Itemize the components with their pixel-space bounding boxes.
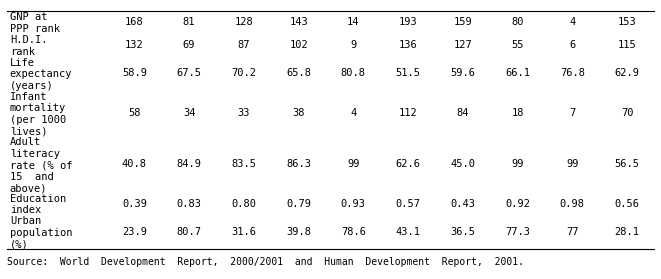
Text: 0.83: 0.83 — [176, 199, 202, 209]
Text: H.D.I.
rank: H.D.I. rank — [10, 35, 48, 57]
Text: 143: 143 — [290, 17, 308, 27]
Text: 43.1: 43.1 — [395, 227, 420, 237]
Text: GNP at
PPP rank: GNP at PPP rank — [10, 12, 60, 34]
Text: 102: 102 — [290, 40, 308, 50]
Text: 80.8: 80.8 — [341, 68, 366, 78]
Text: 84: 84 — [457, 108, 469, 118]
Text: 76.8: 76.8 — [560, 68, 585, 78]
Text: 28.1: 28.1 — [615, 227, 640, 237]
Text: 4: 4 — [569, 17, 576, 27]
Text: 36.5: 36.5 — [450, 227, 475, 237]
Text: 99: 99 — [347, 159, 360, 169]
Text: 84.9: 84.9 — [176, 159, 202, 169]
Text: Life
expectancy
(years): Life expectancy (years) — [10, 58, 72, 91]
Text: 193: 193 — [399, 17, 418, 27]
Text: 23.9: 23.9 — [122, 227, 147, 237]
Text: 128: 128 — [235, 17, 253, 27]
Text: 83.5: 83.5 — [231, 159, 256, 169]
Text: 153: 153 — [617, 17, 637, 27]
Text: 70.2: 70.2 — [231, 68, 256, 78]
Text: 86.3: 86.3 — [286, 159, 311, 169]
Text: 0.56: 0.56 — [615, 199, 640, 209]
Text: 99: 99 — [566, 159, 578, 169]
Text: 31.6: 31.6 — [231, 227, 256, 237]
Text: 7: 7 — [569, 108, 576, 118]
Text: 40.8: 40.8 — [122, 159, 147, 169]
Text: 51.5: 51.5 — [395, 68, 420, 78]
Text: 127: 127 — [453, 40, 472, 50]
Text: 33: 33 — [237, 108, 250, 118]
Text: 39.8: 39.8 — [286, 227, 311, 237]
Text: 132: 132 — [125, 40, 143, 50]
Text: 62.6: 62.6 — [395, 159, 420, 169]
Text: 65.8: 65.8 — [286, 68, 311, 78]
Text: Infant
mortality
(per 1000
lives): Infant mortality (per 1000 lives) — [10, 92, 66, 136]
Text: 80: 80 — [512, 17, 524, 27]
Text: 55: 55 — [512, 40, 524, 50]
Text: 0.92: 0.92 — [505, 199, 530, 209]
Text: 34: 34 — [183, 108, 196, 118]
Text: 80.7: 80.7 — [176, 227, 202, 237]
Text: 115: 115 — [617, 40, 637, 50]
Text: 77: 77 — [566, 227, 578, 237]
Text: Urban
population
(%): Urban population (%) — [10, 216, 72, 249]
Text: 0.98: 0.98 — [560, 199, 585, 209]
Text: 58.9: 58.9 — [122, 68, 147, 78]
Text: 77.3: 77.3 — [505, 227, 530, 237]
Text: 0.79: 0.79 — [286, 199, 311, 209]
Text: Education
index: Education index — [10, 194, 66, 215]
Text: 168: 168 — [125, 17, 143, 27]
Text: 0.43: 0.43 — [450, 199, 475, 209]
Text: 18: 18 — [512, 108, 524, 118]
Text: 6: 6 — [569, 40, 576, 50]
Text: Adult
literacy
rate (% of
15  and
above): Adult literacy rate (% of 15 and above) — [10, 137, 72, 193]
Text: 78.6: 78.6 — [341, 227, 366, 237]
Text: 58: 58 — [128, 108, 141, 118]
Text: 159: 159 — [453, 17, 472, 27]
Text: 112: 112 — [399, 108, 418, 118]
Text: 0.39: 0.39 — [122, 199, 147, 209]
Text: 0.80: 0.80 — [231, 199, 256, 209]
Text: 14: 14 — [347, 17, 360, 27]
Text: 66.1: 66.1 — [505, 68, 530, 78]
Text: 38: 38 — [292, 108, 305, 118]
Text: 4: 4 — [350, 108, 356, 118]
Text: 0.93: 0.93 — [341, 199, 366, 209]
Text: 99: 99 — [512, 159, 524, 169]
Text: 81: 81 — [183, 17, 196, 27]
Text: 87: 87 — [237, 40, 250, 50]
Text: 59.6: 59.6 — [450, 68, 475, 78]
Text: 67.5: 67.5 — [176, 68, 202, 78]
Text: 136: 136 — [399, 40, 418, 50]
Text: 62.9: 62.9 — [615, 68, 640, 78]
Text: 56.5: 56.5 — [615, 159, 640, 169]
Text: 0.57: 0.57 — [395, 199, 420, 209]
Text: 69: 69 — [183, 40, 196, 50]
Text: 9: 9 — [350, 40, 356, 50]
Text: 45.0: 45.0 — [450, 159, 475, 169]
Text: 70: 70 — [621, 108, 633, 118]
Text: Source:  World  Development  Report,  2000/2001  and  Human  Development  Report: Source: World Development Report, 2000/2… — [7, 257, 524, 267]
